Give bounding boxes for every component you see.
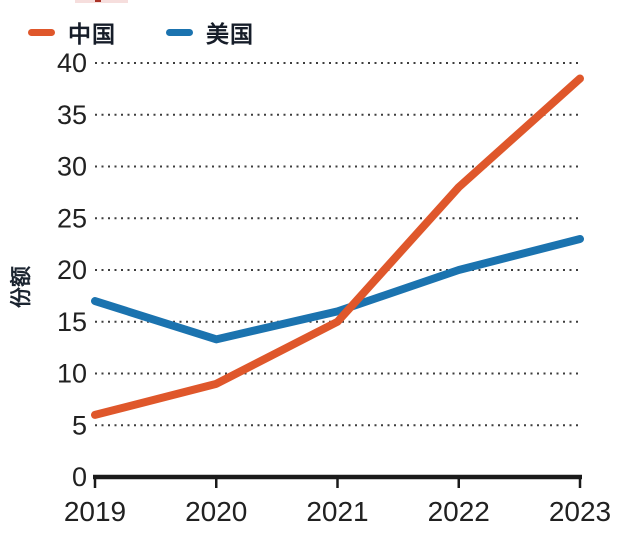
legend-label-china: 中国 — [68, 21, 116, 47]
y-tick-label-35: 35 — [57, 100, 87, 130]
x-tick-label-2023: 2023 — [549, 496, 611, 527]
y-tick-label-25: 25 — [57, 203, 87, 233]
y-tick-label-30: 30 — [57, 152, 87, 182]
series-line-中国 — [91, 74, 584, 419]
legend-item-china: 中国 — [28, 15, 116, 49]
legend-item-usa: 美国 — [166, 15, 254, 49]
y-tick-label-0: 0 — [72, 462, 87, 492]
y-tick-label-40: 40 — [57, 48, 87, 78]
cropped-red-artifact-core — [95, 0, 101, 2]
series-line-美国 — [91, 234, 584, 344]
china-line-swatch-icon — [28, 28, 55, 36]
x-tick-label-2020: 2020 — [185, 496, 247, 527]
chart-legend: 中国 美国 — [28, 15, 254, 49]
y-tick-label-15: 15 — [57, 307, 87, 337]
x-tick-label-2021: 2021 — [306, 496, 368, 527]
legend-label-usa: 美国 — [206, 21, 254, 47]
x-tick-label-2019: 2019 — [64, 496, 126, 527]
y-tick-label-20: 20 — [57, 255, 87, 285]
y-axis-title: 份额 — [9, 266, 33, 308]
cropped-red-artifact — [75, 0, 128, 3]
x-tick-label-2022: 2022 — [428, 496, 490, 527]
y-tick-label-5: 5 — [72, 410, 87, 440]
y-tick-label-10: 10 — [57, 359, 87, 389]
usa-line-swatch-icon — [166, 28, 193, 36]
